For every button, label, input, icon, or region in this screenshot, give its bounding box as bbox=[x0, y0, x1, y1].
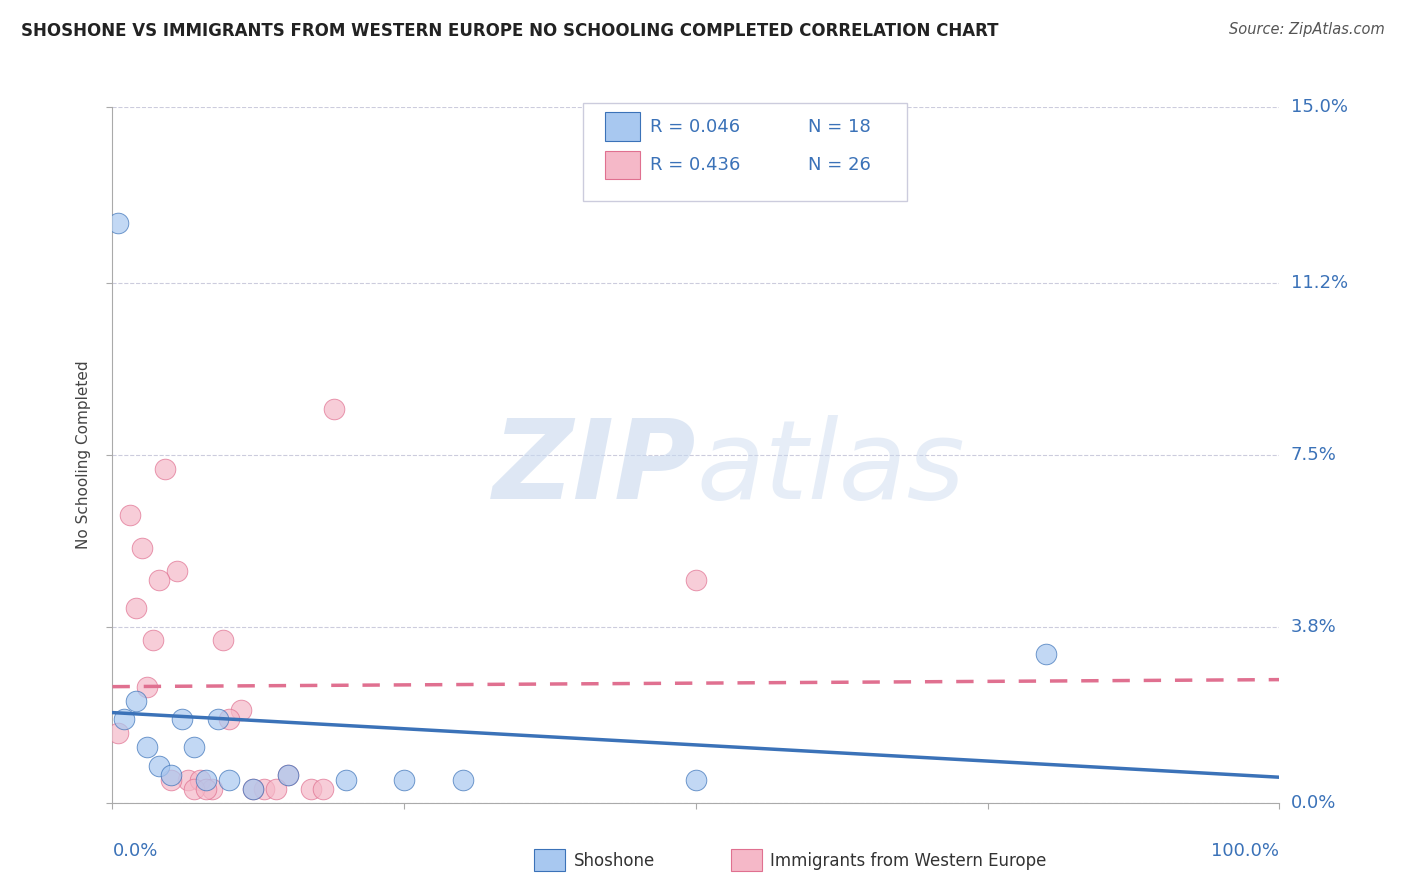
Text: 0.0%: 0.0% bbox=[1291, 794, 1336, 812]
Point bbox=[276, 768, 298, 782]
Point bbox=[323, 401, 346, 416]
Point bbox=[685, 573, 707, 587]
Text: SHOSHONE VS IMMIGRANTS FROM WESTERN EUROPE NO SCHOOLING COMPLETED CORRELATION CH: SHOSHONE VS IMMIGRANTS FROM WESTERN EURO… bbox=[21, 22, 998, 40]
Point bbox=[183, 740, 205, 755]
Point bbox=[218, 712, 240, 726]
Point bbox=[107, 216, 129, 230]
Text: ZIP: ZIP bbox=[492, 416, 696, 523]
Point bbox=[160, 772, 183, 787]
Point bbox=[194, 772, 217, 787]
Point bbox=[112, 712, 135, 726]
Point bbox=[392, 772, 416, 787]
Point bbox=[253, 781, 276, 796]
Point bbox=[242, 781, 264, 796]
Point bbox=[183, 781, 205, 796]
Point bbox=[136, 740, 159, 755]
Point bbox=[685, 772, 707, 787]
Point bbox=[125, 694, 148, 708]
Text: N = 26: N = 26 bbox=[808, 156, 872, 174]
Point bbox=[160, 768, 183, 782]
Point bbox=[299, 781, 322, 796]
Text: 3.8%: 3.8% bbox=[1291, 617, 1336, 635]
Point bbox=[188, 772, 211, 787]
Point bbox=[153, 462, 176, 476]
Point bbox=[218, 772, 240, 787]
Point bbox=[212, 633, 235, 648]
Text: Immigrants from Western Europe: Immigrants from Western Europe bbox=[770, 852, 1047, 870]
Point bbox=[166, 564, 188, 578]
Point bbox=[148, 573, 170, 587]
Point bbox=[229, 703, 252, 717]
Text: 0.0%: 0.0% bbox=[112, 842, 157, 860]
Point bbox=[311, 781, 333, 796]
Text: 11.2%: 11.2% bbox=[1291, 275, 1348, 293]
Point bbox=[264, 781, 287, 796]
Text: 15.0%: 15.0% bbox=[1291, 98, 1347, 116]
Point bbox=[177, 772, 200, 787]
Point bbox=[131, 541, 153, 555]
Text: R = 0.046: R = 0.046 bbox=[650, 118, 740, 136]
Point bbox=[207, 712, 229, 726]
Text: N = 18: N = 18 bbox=[808, 118, 872, 136]
Point bbox=[172, 712, 194, 726]
Point bbox=[242, 781, 264, 796]
Point bbox=[148, 758, 170, 772]
Text: 7.5%: 7.5% bbox=[1291, 446, 1337, 464]
Point bbox=[136, 680, 159, 694]
Text: Source: ZipAtlas.com: Source: ZipAtlas.com bbox=[1229, 22, 1385, 37]
Point bbox=[194, 781, 217, 796]
Text: 100.0%: 100.0% bbox=[1212, 842, 1279, 860]
Text: Shoshone: Shoshone bbox=[574, 852, 655, 870]
Point bbox=[201, 781, 224, 796]
Y-axis label: No Schooling Completed: No Schooling Completed bbox=[76, 360, 91, 549]
Point bbox=[276, 768, 298, 782]
Point bbox=[118, 508, 141, 523]
Point bbox=[451, 772, 474, 787]
Point bbox=[1035, 648, 1057, 662]
Text: atlas: atlas bbox=[696, 416, 965, 523]
Point bbox=[142, 633, 165, 648]
Point bbox=[335, 772, 357, 787]
Text: R = 0.436: R = 0.436 bbox=[650, 156, 740, 174]
Point bbox=[125, 601, 148, 615]
Point bbox=[107, 726, 129, 740]
